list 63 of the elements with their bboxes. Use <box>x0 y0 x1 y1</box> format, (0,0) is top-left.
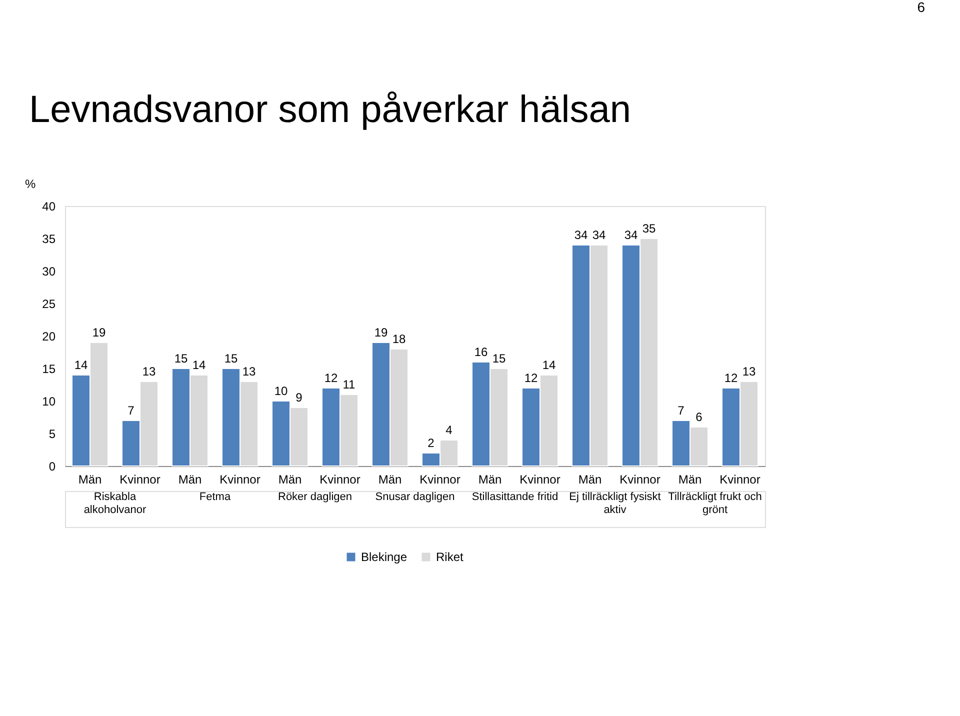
x-tick-label: Män <box>278 472 302 486</box>
y-tick-label: 35 <box>42 232 56 246</box>
x-tick-label: Kvinnor <box>520 472 560 486</box>
legend-label: Blekinge <box>361 550 408 564</box>
data-label: 4 <box>446 423 453 437</box>
data-label: 2 <box>428 436 435 450</box>
text: Riskabla alkoholvanor <box>84 491 147 516</box>
data-label: 15 <box>174 352 188 366</box>
legend-label: Riket <box>436 550 464 564</box>
y-tick-label: 20 <box>42 330 56 344</box>
x-tick-label: Män <box>578 472 602 486</box>
x-tick-label: Kvinnor <box>320 472 360 486</box>
data-label: 12 <box>724 371 738 385</box>
y-tick-label: 0 <box>48 460 56 474</box>
data-label: 14 <box>192 358 206 372</box>
data-label: 7 <box>128 404 135 418</box>
x-tick-label: Män <box>478 472 502 486</box>
data-label: 6 <box>696 410 703 424</box>
y-tick-label: 30 <box>42 264 56 278</box>
y-tick-label: 15 <box>42 362 56 376</box>
chart-title: Levnadsvanor som påverkar hälsan <box>29 89 632 131</box>
data-label: 9 <box>296 390 303 404</box>
data-label: 14 <box>74 358 88 372</box>
data-label: 34 <box>624 228 638 242</box>
y-axis-title: % <box>25 177 36 191</box>
data-label: 16 <box>474 345 488 359</box>
data-label: 13 <box>742 364 756 378</box>
data-label: 11 <box>342 378 356 392</box>
x-tick-label: Kvinnor <box>720 472 760 486</box>
data-label: 12 <box>324 371 338 385</box>
data-label: 12 <box>524 371 538 385</box>
data-label: 19 <box>374 326 388 340</box>
data-label: 13 <box>242 364 256 378</box>
data-label: 13 <box>142 364 156 378</box>
data-label: 14 <box>542 358 556 372</box>
data-label: 18 <box>392 332 406 346</box>
data-label: 15 <box>492 352 506 366</box>
data-label: 19 <box>92 326 106 340</box>
x-tick-label: Kvinnor <box>120 472 160 486</box>
x-tick-label: Män <box>178 472 202 486</box>
data-label: 15 <box>224 352 238 366</box>
y-tick-label: 40 <box>42 200 56 214</box>
data-label: 34 <box>592 228 606 242</box>
text: 6 <box>917 0 926 15</box>
x-tick-label: Kvinnor <box>420 472 460 486</box>
y-tick-label: 25 <box>42 297 56 311</box>
x-tick-label: Kvinnor <box>620 472 660 486</box>
data-label: 10 <box>274 384 288 398</box>
text: Röker dagligen <box>278 491 352 503</box>
y-tick-label: 10 <box>42 394 56 408</box>
x-tick-label: Kvinnor <box>220 472 260 486</box>
data-label: 35 <box>642 222 656 236</box>
text: Tillräckligt frukt och grönt <box>668 491 762 516</box>
text: Fetma <box>199 491 232 503</box>
y-tick-label: 5 <box>48 427 56 441</box>
data-label: 7 <box>678 404 685 418</box>
text: Stillasittande fritid <box>472 491 558 503</box>
text: Ej tillräckligt fysiskt aktiv <box>569 491 661 516</box>
data-label: 34 <box>574 228 588 242</box>
text: Snusar dagligen <box>375 491 455 503</box>
x-tick-label: Män <box>378 472 402 486</box>
x-tick-label: Män <box>678 472 702 486</box>
x-tick-label: Män <box>78 472 102 486</box>
